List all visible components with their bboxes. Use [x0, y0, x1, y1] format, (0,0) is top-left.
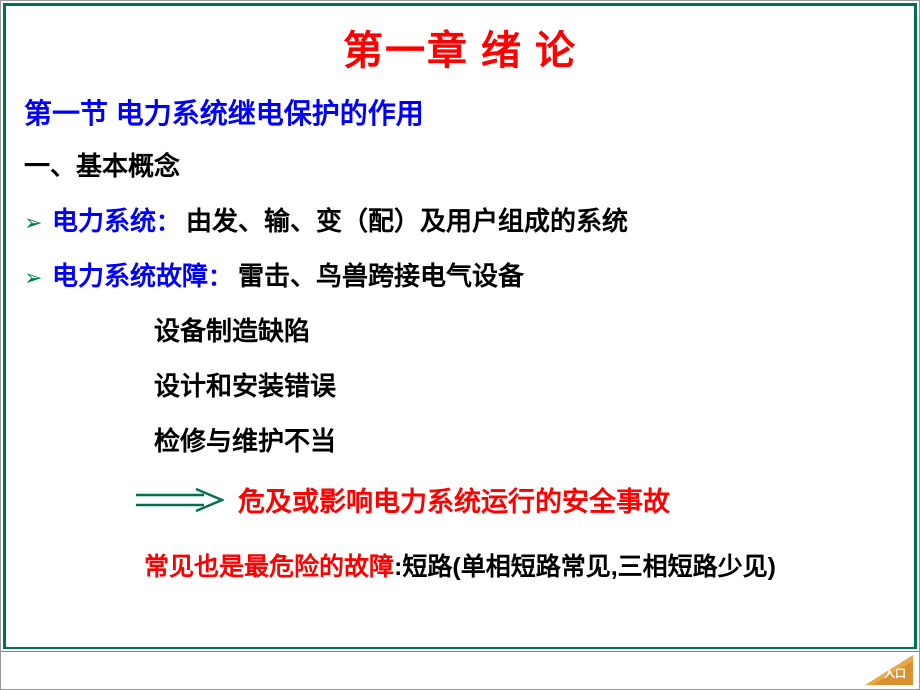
arrow-conclusion-text: 危及或影响电力系统运行的安全事故	[238, 480, 670, 519]
arrow-right-icon	[134, 487, 224, 513]
bullet-item-2: ➢ 电力系统故障：雷击、鸟兽跨接电气设备	[24, 256, 896, 293]
subheading: 一、基本概念	[24, 146, 896, 183]
bottom-band: 入口	[1, 651, 919, 689]
indent-line-1: 设备制造缺陷	[154, 311, 896, 348]
outer-frame: 第一章 绪 论 第一节 电力系统继电保护的作用 一、基本概念 ➢ 电力系统：由发…	[0, 0, 920, 690]
bottom-main: 短路	[402, 553, 452, 581]
desc-1: 由发、输、变（配）及用户组成的系统	[186, 206, 628, 236]
triangle-bullet-icon: ➢	[24, 267, 44, 289]
arrow-conclusion-row: 危及或影响电力系统运行的安全事故	[134, 480, 896, 519]
indent-line-2: 设计和安装错误	[154, 366, 896, 403]
indent-line-3: 检修与维护不当	[154, 421, 896, 458]
slide-content: 第一章 绪 论 第一节 电力系统继电保护的作用 一、基本概念 ➢ 电力系统：由发…	[6, 6, 914, 583]
bottom-paren: (单相短路常见,三相短路少见)	[452, 553, 776, 581]
bullet-item-1: ➢ 电力系统：由发、输、变（配）及用户组成的系统	[24, 201, 896, 238]
triangle-bullet-icon: ➢	[24, 212, 44, 234]
desc-2: 雷击、鸟兽跨接电气设备	[238, 261, 524, 291]
entry-corner-icon: 入口	[865, 655, 913, 685]
chapter-title: 第一章 绪 论	[24, 18, 896, 76]
colon-2: ：	[208, 264, 232, 291]
term-2: 电力系统故障	[52, 261, 208, 291]
section-title: 第一节 电力系统继电保护的作用	[24, 92, 896, 132]
slide-frame: 第一章 绪 论 第一节 电力系统继电保护的作用 一、基本概念 ➢ 电力系统：由发…	[3, 3, 917, 649]
corner-label: 入口	[884, 667, 906, 680]
colon-1: ：	[156, 209, 180, 236]
term-1: 电力系统	[52, 206, 156, 236]
bottom-red-prefix: 常见也是最危险的故障	[144, 553, 394, 581]
bottom-summary: 常见也是最危险的故障:短路(单相短路常见,三相短路少见)	[24, 547, 896, 583]
